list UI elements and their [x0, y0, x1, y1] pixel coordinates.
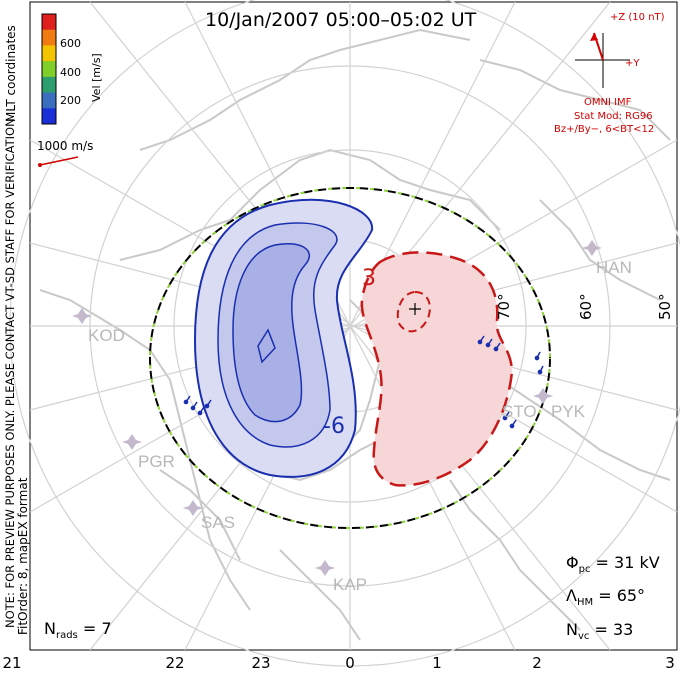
colorbar-segment — [42, 76, 56, 94]
positive-contour-2 — [396, 290, 431, 333]
velocity-vectors — [183, 335, 544, 429]
contour-label-positive: 3 — [362, 266, 376, 291]
colorbar-segment — [42, 92, 56, 109]
negative-potential-cell — [193, 198, 374, 478]
contour-label-negative: -6 — [323, 414, 345, 439]
colorbar-segment — [42, 29, 56, 46]
site-label-kod: KOD — [88, 326, 125, 345]
mlt-tick-0: 0 — [345, 654, 355, 672]
colorbar-segment — [42, 108, 56, 125]
positive-contour-1 — [360, 251, 514, 487]
velocity-colorbar — [41, 13, 57, 125]
latitude-label-60: 60° — [577, 293, 595, 320]
radar-site-markers — [72, 240, 602, 576]
stat-model: Stat Mod: RG96 — [574, 111, 653, 122]
site-label-sto: STO — [502, 402, 537, 421]
imf-source: OMNI IMF — [584, 97, 632, 108]
negative-contour-4 — [257, 328, 276, 364]
potential-maximum-marker — [409, 303, 421, 315]
mlt-tick-3: 3 — [665, 654, 675, 672]
colorbar-tick-600: 600 — [60, 37, 81, 50]
imf-y-label: +Y — [625, 58, 640, 69]
positive-potential-cell — [360, 251, 514, 487]
mlt-tick-22: 22 — [165, 654, 185, 672]
fit-order-note: FitOrder: 8, mapEX format — [16, 477, 30, 635]
imf-arrow-head — [590, 33, 598, 41]
colorbar-segment — [42, 61, 56, 78]
meridian-grid — [29, 1, 678, 651]
preview-note: NOTE: FOR PREVIEW PURPOSES ONLY. PLEASE … — [3, 114, 17, 628]
site-label-han: HAN — [596, 258, 632, 277]
negative-contour-3 — [232, 243, 311, 423]
site-label-pyk: PYK — [551, 402, 586, 421]
colorbar-segment — [42, 14, 56, 31]
site-label-sas: SAS — [201, 513, 236, 532]
coordinates-note: MLT coordinates — [4, 25, 18, 122]
site-label-pgr: PGR — [138, 452, 175, 471]
cross-polar-potential: Φpc = 31 kV — [566, 553, 660, 576]
map-title: 10/Jan/2007 05:00–05:02 UT — [205, 9, 477, 31]
colorbar-border — [41, 13, 57, 125]
imf-clock-diagram — [575, 32, 630, 88]
colorbar-segment — [42, 45, 56, 62]
latitude-label-70: 70° — [495, 293, 513, 320]
site-label-kap: KAP — [333, 575, 368, 594]
colorbar-tick-400: 400 — [60, 66, 81, 79]
heppner-maynard-boundary-green — [149, 187, 551, 529]
mlt-tick-23: 23 — [251, 654, 271, 672]
imf-z-label: +Z (10 nT) — [610, 12, 665, 23]
mlt-tick-2: 2 — [532, 654, 542, 672]
hm-latitude: ΛHM = 65° — [566, 586, 646, 609]
vector-scale-label: 1000 m/s — [37, 139, 94, 153]
colorbar-tick-200: 200 — [60, 94, 81, 107]
imf-condition: Bz+/By−, 6<BT<12 — [554, 124, 655, 135]
radar-count: Nrads = 7 — [44, 619, 112, 642]
colorbar-label: Vel [m/s] — [90, 53, 103, 102]
vector-scale-bar — [38, 156, 79, 167]
mlt-tick-1: 1 — [432, 654, 442, 672]
latitude-label-50: 50° — [656, 293, 674, 320]
mlt-tick-21: 21 — [2, 654, 22, 672]
vector-count: Nvc = 33 — [566, 620, 634, 643]
